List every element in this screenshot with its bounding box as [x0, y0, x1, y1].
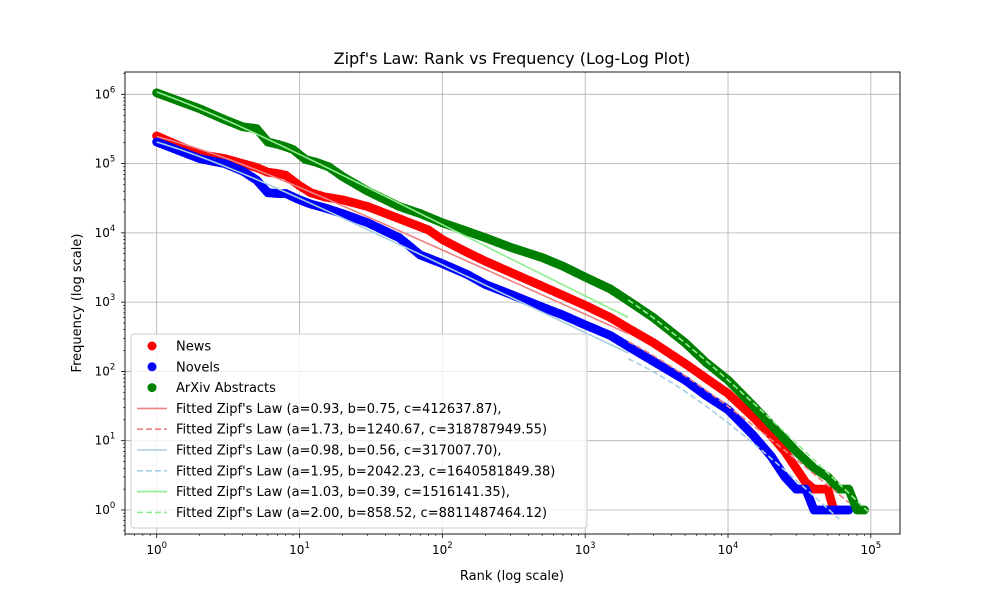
x-tick-label: 105	[860, 541, 881, 557]
legend-label: Fitted Zipf's Law (a=1.73, b=1240.67, c=…	[176, 423, 547, 438]
legend-label: Fitted Zipf's Law (a=2.00, b=858.52, c=8…	[176, 506, 547, 521]
legend-label: News	[176, 340, 211, 355]
y-axis-label: Frequency (log scale)	[70, 234, 85, 373]
plot-frame	[124, 71, 901, 535]
legend-marker	[147, 341, 157, 351]
chart-title: Zipf's Law: Rank vs Frequency (Log-Log P…	[334, 49, 691, 68]
legend-label: Fitted Zipf's Law (a=0.98, b=0.56, c=317…	[176, 444, 502, 459]
legend: News Novels ArXiv Abstracts Fitted Zipf's L…	[130, 333, 588, 529]
x-tick-label: 101	[289, 541, 310, 557]
y-tick-label: 100	[95, 501, 116, 517]
legend-box	[130, 333, 588, 529]
y-tick-label: 101	[95, 432, 116, 448]
y-tick-label: 105	[95, 155, 116, 171]
y-tick-label: 104	[95, 224, 116, 240]
legend-label: Fitted Zipf's Law (a=1.03, b=0.39, c=151…	[176, 485, 510, 500]
x-tick-label: 102	[432, 541, 453, 557]
y-tick-label: 103	[95, 293, 116, 309]
legend-label: Fitted Zipf's Law (a=1.95, b=2042.23, c=…	[176, 464, 555, 479]
fit-line-4	[156, 91, 629, 319]
legend-marker	[147, 383, 157, 393]
legend-label: Fitted Zipf's Law (a=0.93, b=0.75, c=412…	[176, 402, 502, 417]
legend-marker	[147, 362, 157, 372]
fit-line-0	[156, 135, 629, 335]
data-point	[859, 505, 869, 515]
fit-line-5	[627, 299, 869, 512]
axis-ticks: 100 101 102 103 104 105 100 101 102 103 104 105 106	[95, 73, 881, 557]
x-axis-label: Rank (log scale)	[460, 569, 564, 584]
x-tick-label: 100	[146, 541, 167, 557]
legend-label: ArXiv Abstracts	[176, 381, 276, 396]
x-tick-label: 104	[718, 541, 739, 557]
fit-line-2	[156, 141, 629, 354]
data-point	[844, 505, 854, 515]
fit-lines	[156, 91, 869, 520]
x-tick-label: 103	[575, 541, 596, 557]
fit-line-1	[627, 340, 850, 504]
legend-label: Novels	[176, 360, 220, 375]
y-tick-label: 106	[95, 85, 116, 101]
y-tick-label: 102	[95, 362, 116, 378]
fit-line-3	[627, 358, 840, 520]
